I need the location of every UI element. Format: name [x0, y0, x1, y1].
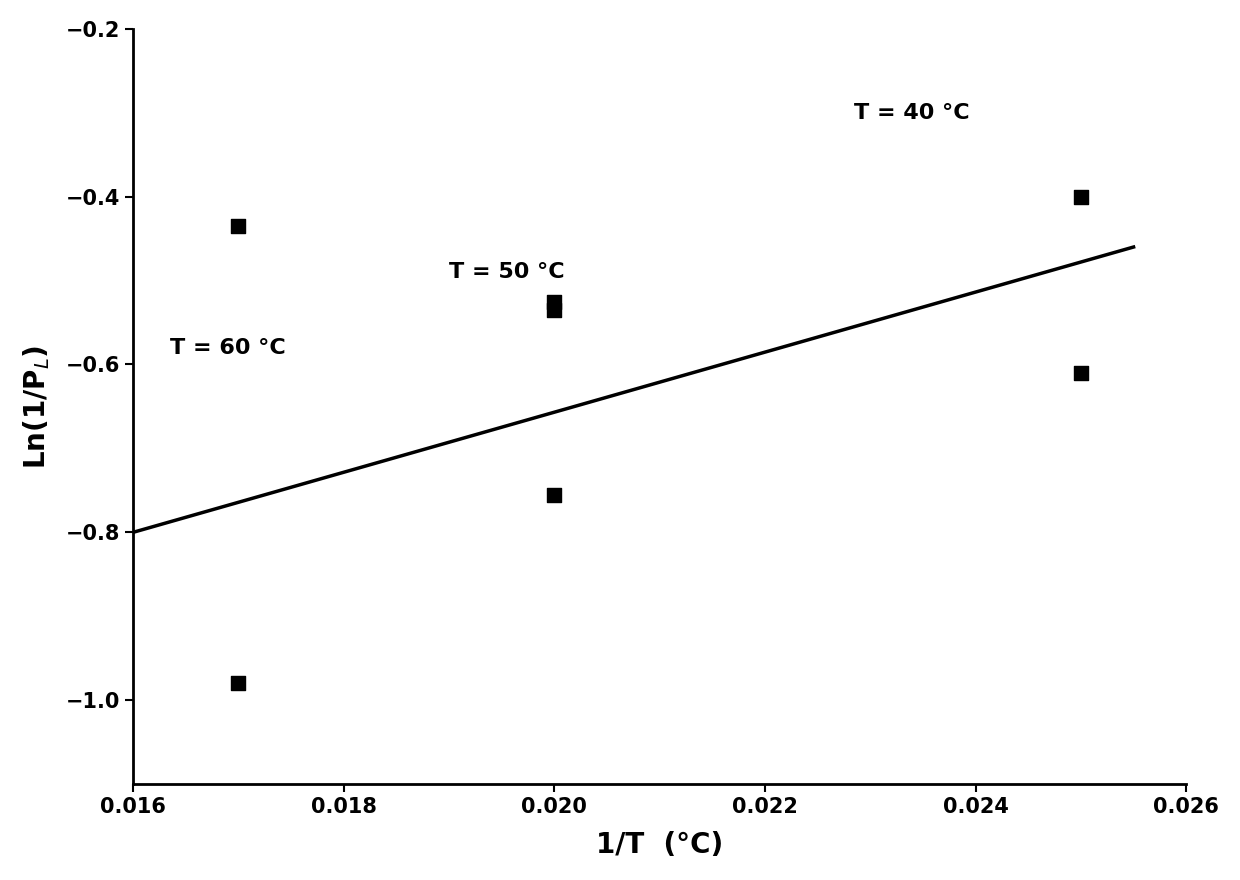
Point [1071, 366, 1091, 380]
Point [228, 219, 248, 233]
Point [1071, 189, 1091, 203]
Text: T = 60 °C: T = 60 °C [170, 338, 285, 357]
Y-axis label: Ln(1/P$_L$): Ln(1/P$_L$) [21, 344, 52, 468]
Point [544, 295, 564, 309]
Point [544, 303, 564, 317]
Text: T = 50 °C: T = 50 °C [449, 262, 564, 282]
X-axis label: 1/T  (°C): 1/T (°C) [596, 832, 723, 859]
Point [544, 488, 564, 502]
Text: T = 40 °C: T = 40 °C [854, 103, 970, 122]
Point [228, 677, 248, 691]
